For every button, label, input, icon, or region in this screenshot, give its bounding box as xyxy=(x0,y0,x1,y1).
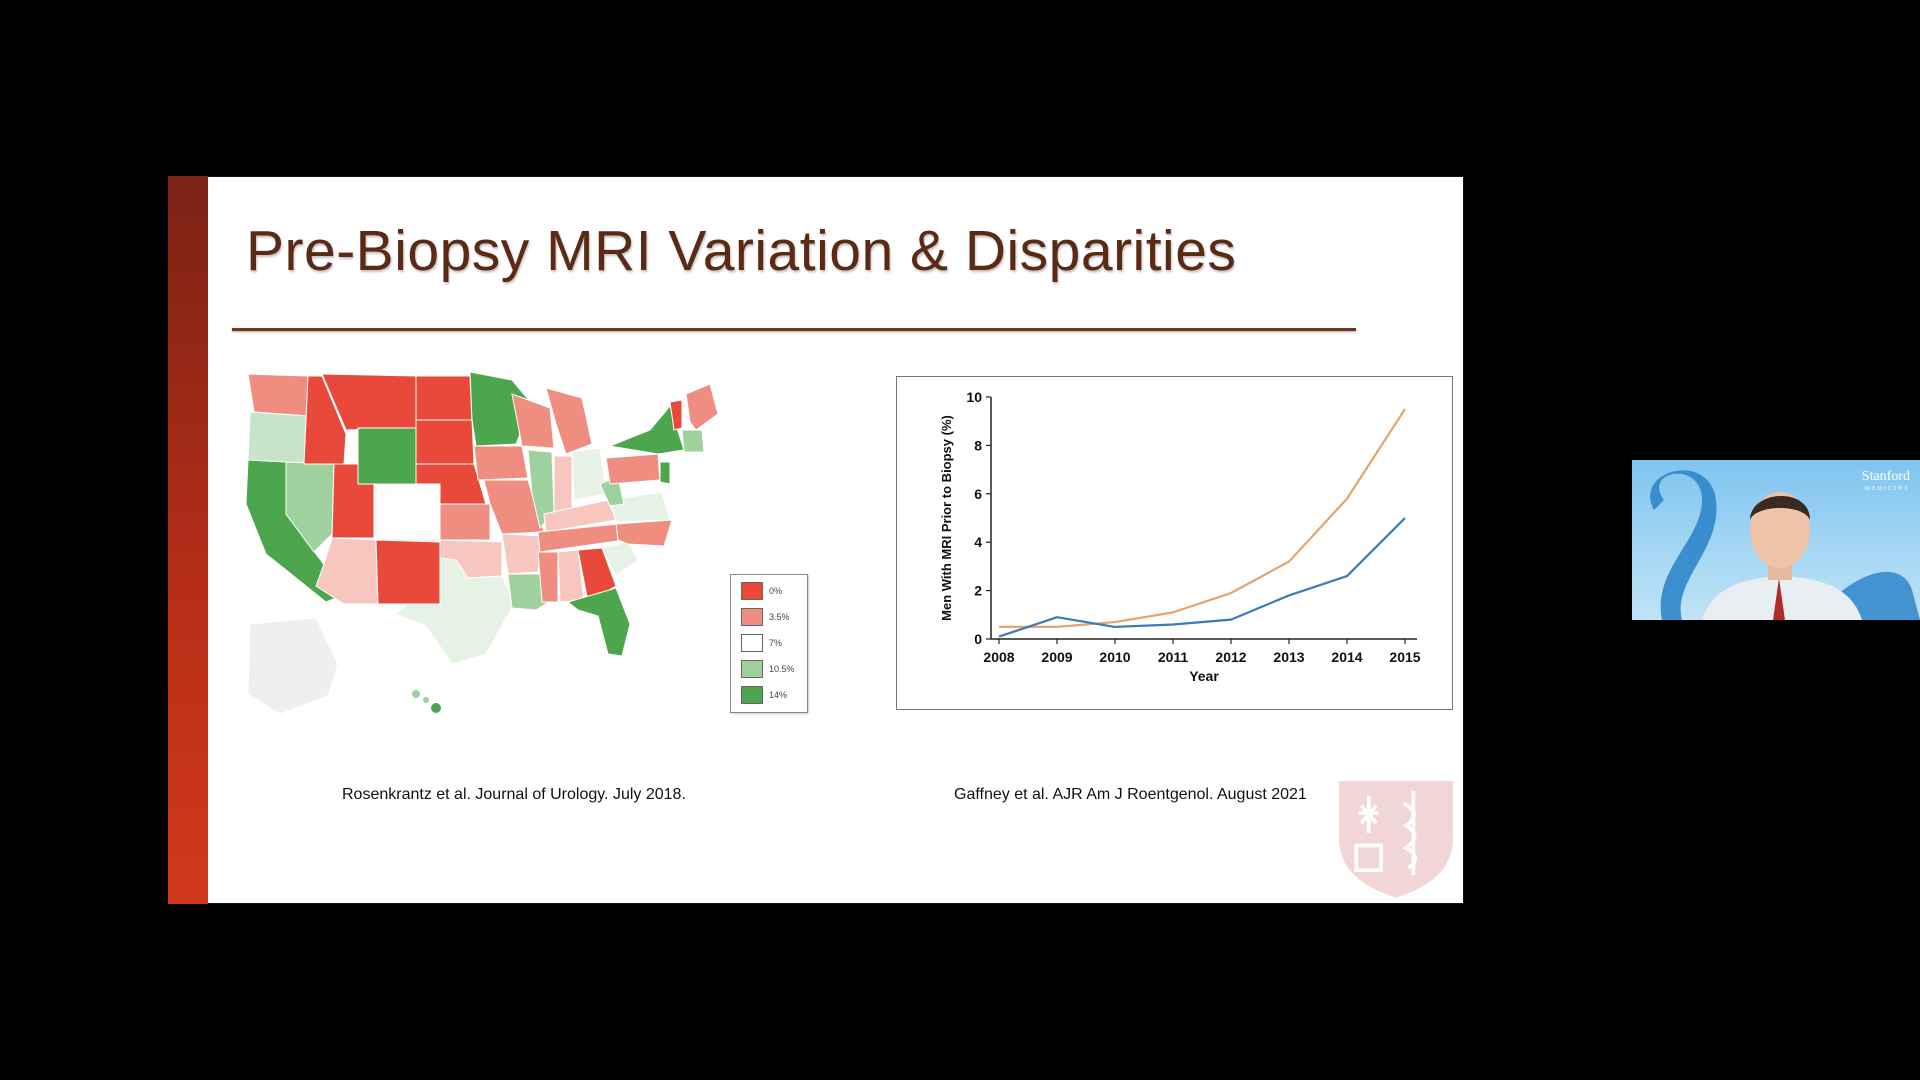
y-tick-label: 2 xyxy=(974,583,982,599)
citation-right: Gaffney et al. AJR Am J Roentgenol. Augu… xyxy=(954,786,1307,803)
stanford-crest-watermark xyxy=(1338,780,1454,898)
legend-swatch xyxy=(741,634,763,652)
state-wy xyxy=(357,427,417,485)
x-tick-label: 2015 xyxy=(1389,649,1420,665)
state-va xyxy=(609,491,671,523)
x-tick-label: 2013 xyxy=(1273,649,1304,665)
logo-line2: MEDICINE xyxy=(1864,486,1910,492)
state-oh xyxy=(571,447,607,501)
state-id xyxy=(303,375,347,465)
legend-swatch xyxy=(741,582,763,600)
state-mo xyxy=(483,479,545,535)
state-nj xyxy=(659,461,671,485)
stanford-medicine-logo: Stanford MEDICINE xyxy=(1862,470,1910,496)
x-tick-label: 2012 xyxy=(1215,649,1246,665)
series-line-0 xyxy=(999,408,1406,628)
state-ks xyxy=(439,503,491,541)
legend-swatch xyxy=(741,608,763,626)
y-tick-label: 0 xyxy=(974,631,982,647)
state-hi-3 xyxy=(431,703,441,713)
person-tie xyxy=(1773,578,1785,620)
webcam-scene xyxy=(1650,470,1920,620)
citation-left: Rosenkrantz et al. Journal of Urology. J… xyxy=(342,786,686,803)
logo-line1: Stanford xyxy=(1861,469,1910,484)
state-ms xyxy=(537,551,559,603)
legend-item: 7% xyxy=(741,630,807,656)
ribbon-left-icon xyxy=(1650,470,1717,620)
state-mi xyxy=(545,387,593,455)
state-wi xyxy=(511,393,555,449)
legend-label: 7% xyxy=(769,638,783,648)
us-choropleth-map xyxy=(245,364,806,724)
state-ak xyxy=(247,617,339,715)
presentation-slide: Pre-Biopsy MRI Variation & Disparities xyxy=(168,176,1464,904)
legend-item: 3.5% xyxy=(741,604,807,630)
state-ga xyxy=(577,547,617,603)
x-axis-label: Year xyxy=(1189,668,1219,684)
legend-item: 14% xyxy=(741,682,807,708)
x-tick-label: 2014 xyxy=(1331,649,1362,665)
us-map-graphic xyxy=(245,371,719,715)
legend-swatch xyxy=(741,660,763,678)
state-fl xyxy=(566,587,631,657)
state-in xyxy=(553,455,573,515)
slide-title: Pre-Biopsy MRI Variation & Disparities xyxy=(246,219,1237,283)
state-ia xyxy=(473,445,529,481)
legend-label: 14% xyxy=(769,690,788,700)
x-tick-label: 2010 xyxy=(1099,649,1130,665)
legend-label: 10.5% xyxy=(769,664,795,674)
line-chart-svg: 0 2 4 6 8 10 2008 2009 2010 2011 2012 2013 2014 2015 Y… xyxy=(939,389,1421,684)
webcam-video-feed: Stanford MEDICINE xyxy=(1632,460,1920,620)
state-hi xyxy=(412,690,420,698)
state-me xyxy=(685,383,719,431)
legend-swatch xyxy=(741,686,763,704)
state-ar xyxy=(501,533,543,575)
x-tick-label: 2008 xyxy=(983,649,1014,665)
legend-label: 0% xyxy=(769,586,783,596)
state-hi-2 xyxy=(423,697,429,703)
state-new-england xyxy=(681,429,705,453)
state-sd xyxy=(415,419,475,465)
y-tick-label: 10 xyxy=(966,389,982,405)
legend-item: 10.5% xyxy=(741,656,807,682)
state-vt xyxy=(669,399,683,431)
state-nc xyxy=(615,519,673,547)
y-axis-label: Men With MRI Prior to Biopsy (%) xyxy=(939,415,954,621)
x-tick-label: 2009 xyxy=(1041,649,1072,665)
person-hair xyxy=(1750,495,1810,520)
state-nd xyxy=(415,375,473,421)
state-sc xyxy=(601,541,639,577)
state-nm xyxy=(375,539,441,605)
state-co xyxy=(375,483,441,541)
state-or xyxy=(247,411,309,465)
legend-item: 0% xyxy=(741,578,807,604)
legend-label: 3.5% xyxy=(769,612,790,622)
state-mn xyxy=(469,371,533,447)
slide-side-accent xyxy=(168,176,208,904)
x-tick-label: 2011 xyxy=(1158,649,1189,665)
series-line-1 xyxy=(998,517,1406,638)
mri-trend-chart: 0 2 4 6 8 10 2008 2009 2010 2011 2012 2013 2014 2015 Y… xyxy=(896,376,1453,710)
state-tx xyxy=(395,557,515,665)
person-shirt xyxy=(1702,576,1862,620)
y-tick-label: 6 xyxy=(974,486,982,502)
y-tick-label: 8 xyxy=(974,437,982,453)
title-divider xyxy=(232,328,1356,331)
person-head xyxy=(1750,492,1810,568)
map-legend: 0% 3.5% 7% 10.5% 14% xyxy=(730,574,808,713)
state-wa xyxy=(247,373,309,417)
y-tick-label: 4 xyxy=(974,534,982,550)
state-pa xyxy=(605,453,661,485)
